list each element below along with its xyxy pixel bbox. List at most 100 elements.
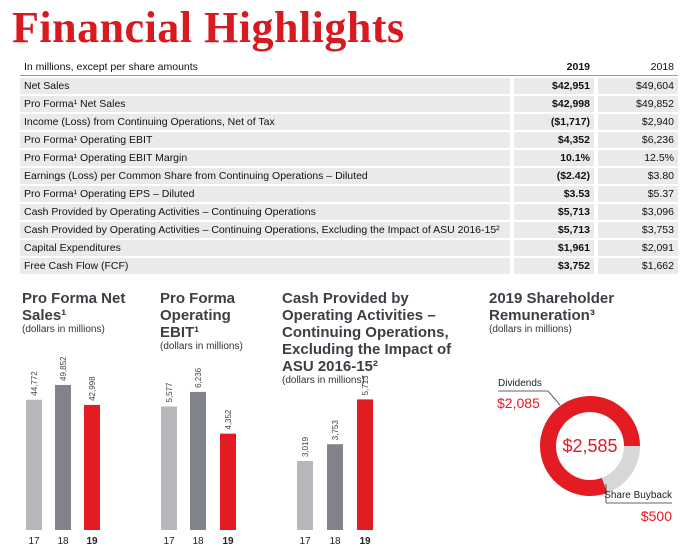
table-row: Cash Provided by Operating Activities – … xyxy=(20,204,678,220)
table-cell: $2,091 xyxy=(598,240,678,256)
table-cell: $49,604 xyxy=(598,78,678,94)
table-cell: $5,713 xyxy=(514,222,594,238)
highlights-table: In millions, except per share amounts 201… xyxy=(20,57,678,276)
gap xyxy=(510,132,514,148)
table-cell: Income (Loss) from Continuing Operations… xyxy=(20,114,510,130)
value-label: 5,713 xyxy=(361,375,370,396)
chart-title-text: Pro Forma Net Sales¹ xyxy=(22,290,126,324)
value-label: 42,998 xyxy=(88,376,97,401)
value-label: 5,577 xyxy=(165,382,174,403)
table-cell: $3.80 xyxy=(598,168,678,184)
table-cell: Pro Forma¹ Operating EBIT xyxy=(20,132,510,148)
table-cell: 2019 xyxy=(514,59,594,76)
bar xyxy=(297,460,313,530)
gap xyxy=(594,258,598,274)
table-cell: ($1,717) xyxy=(514,114,594,130)
legend-label: Share Buyback xyxy=(604,490,673,501)
table-cell: $42,998 xyxy=(514,96,594,112)
table-cell: $6,236 xyxy=(598,132,678,148)
chart-title: Pro Forma Operating EBIT¹ (dollars in mil… xyxy=(160,290,260,353)
table-cell: $4,352 xyxy=(514,132,594,148)
chart-title: Pro Forma Net Sales¹ (dollars in millions… xyxy=(22,290,142,336)
x-tick-label: 18 xyxy=(57,536,69,547)
table-row: Capital Expenditures $1,961 $2,091 xyxy=(20,240,678,256)
gap xyxy=(510,258,514,274)
table-row: Pro Forma¹ Operating EPS – Diluted $3.53 $… xyxy=(20,186,678,202)
bar xyxy=(220,433,236,530)
gap xyxy=(594,132,598,148)
gap xyxy=(510,59,514,76)
value-label: 4,352 xyxy=(224,409,233,430)
value-label: 3,019 xyxy=(301,436,310,457)
chart-title-text: Cash Provided by Operating Activities – … xyxy=(282,290,452,375)
gap xyxy=(594,204,598,220)
gap xyxy=(510,222,514,238)
table-row: Pro Forma¹ Net Sales $42,998 $49,852 xyxy=(20,96,678,112)
donut-segment xyxy=(540,396,640,496)
gap xyxy=(510,168,514,184)
table-cell: 2018 xyxy=(598,59,678,76)
table-cell: $1,961 xyxy=(514,240,594,256)
gap xyxy=(510,150,514,166)
table-cell: 12.5% xyxy=(598,150,678,166)
table-cell: Cash Provided by Operating Activities – … xyxy=(20,222,510,238)
gap xyxy=(594,96,598,112)
chart-title: Cash Provided by Operating Activities – … xyxy=(282,290,482,387)
table-cell: $3.53 xyxy=(514,186,594,202)
page-title: Financial Highlights xyxy=(12,3,405,52)
chart-subtitle: (dollars in millions) xyxy=(489,324,572,335)
gap xyxy=(594,150,598,166)
bar xyxy=(161,406,177,530)
leader-line xyxy=(547,390,561,406)
chart-subtitle: (dollars in millions) xyxy=(22,324,105,335)
gap xyxy=(510,114,514,130)
bar xyxy=(55,384,71,530)
table-cell: Pro Forma¹ Net Sales xyxy=(20,96,510,112)
gap xyxy=(594,222,598,238)
chart-subtitle: (dollars in millions) xyxy=(282,375,365,386)
gap xyxy=(510,204,514,220)
table-cell: Capital Expenditures xyxy=(20,240,510,256)
x-tick-label: 17 xyxy=(163,536,175,547)
bar xyxy=(26,399,42,530)
x-tick-label: 18 xyxy=(329,536,341,547)
table-cell: In millions, except per share amounts xyxy=(20,59,510,76)
value-label: 3,753 xyxy=(331,420,340,441)
chart-subtitle: (dollars in millions) xyxy=(160,341,243,352)
value-label: $2,085 xyxy=(497,395,540,411)
chart-title-text: 2019 Shareholder Remuneration³ xyxy=(489,290,615,324)
gap xyxy=(510,96,514,112)
table-cell: ($2.42) xyxy=(514,168,594,184)
gap xyxy=(594,59,598,76)
gap xyxy=(510,78,514,94)
table-cell: $49,852 xyxy=(598,96,678,112)
x-tick-label: 19 xyxy=(222,536,234,547)
bar xyxy=(357,399,373,530)
table-cell: $42,951 xyxy=(514,78,594,94)
table-row: Pro Forma¹ Operating EBIT Margin 10.1% 12.… xyxy=(20,150,678,166)
bar xyxy=(84,404,100,530)
table-cell: 10.1% xyxy=(514,150,594,166)
table-row: Pro Forma¹ Operating EBIT $4,352 $6,236 xyxy=(20,132,678,148)
gap xyxy=(594,240,598,256)
gap xyxy=(594,168,598,184)
gap xyxy=(594,78,598,94)
table-cell: $2,940 xyxy=(598,114,678,130)
bar xyxy=(327,444,343,530)
table-cell: Net Sales xyxy=(20,78,510,94)
table-row: In millions, except per share amounts 201… xyxy=(20,59,678,76)
x-tick-label: 19 xyxy=(86,536,98,547)
donut-segment xyxy=(601,445,640,493)
chart-title: 2019 Shareholder Remuneration³ (dollars i… xyxy=(489,290,689,336)
gap xyxy=(594,114,598,130)
bar xyxy=(190,391,206,530)
gap xyxy=(510,240,514,256)
x-tick-label: 17 xyxy=(299,536,311,547)
table-row: Income (Loss) from Continuing Operations… xyxy=(20,114,678,130)
value-label: $500 xyxy=(641,508,672,524)
table-cell: $5.37 xyxy=(598,186,678,202)
table-cell: Free Cash Flow (FCF) xyxy=(20,258,510,274)
table-cell: Earnings (Loss) per Common Share from Co… xyxy=(20,168,510,184)
gap xyxy=(594,186,598,202)
